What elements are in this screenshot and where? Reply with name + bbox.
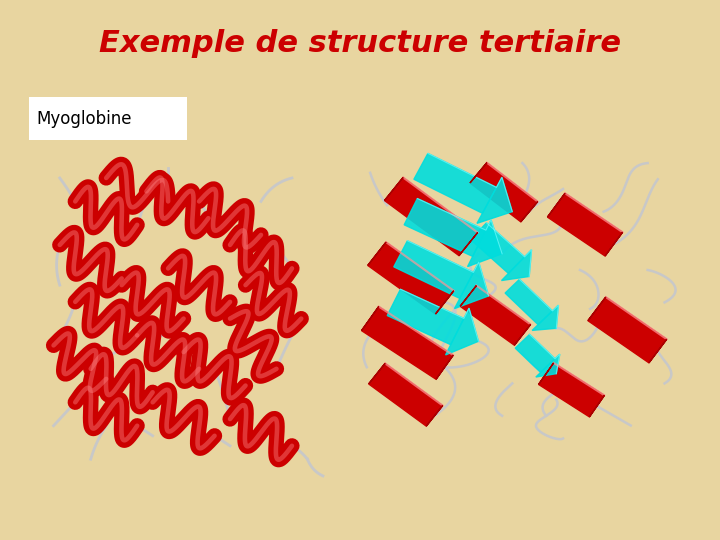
Polygon shape: [436, 291, 454, 314]
Text: Exemple de structure tertiaire: Exemple de structure tertiaire: [99, 29, 621, 58]
Polygon shape: [467, 220, 502, 267]
Polygon shape: [539, 363, 604, 417]
Polygon shape: [460, 286, 477, 306]
Polygon shape: [547, 193, 565, 217]
Polygon shape: [470, 163, 487, 183]
Polygon shape: [590, 395, 604, 417]
Polygon shape: [368, 242, 454, 314]
Polygon shape: [394, 241, 474, 299]
Polygon shape: [547, 193, 623, 256]
Polygon shape: [446, 308, 478, 355]
Polygon shape: [470, 163, 538, 222]
Polygon shape: [369, 363, 385, 384]
Polygon shape: [649, 339, 667, 363]
FancyBboxPatch shape: [29, 97, 187, 140]
Polygon shape: [532, 305, 559, 330]
Polygon shape: [502, 249, 531, 281]
Polygon shape: [369, 363, 443, 426]
Polygon shape: [436, 355, 453, 379]
Polygon shape: [605, 232, 623, 256]
Polygon shape: [414, 153, 497, 213]
Polygon shape: [384, 178, 477, 255]
Polygon shape: [539, 363, 554, 384]
Polygon shape: [368, 242, 386, 266]
Polygon shape: [384, 178, 403, 200]
Polygon shape: [459, 233, 477, 255]
Polygon shape: [404, 199, 486, 256]
Polygon shape: [588, 297, 667, 363]
Polygon shape: [470, 223, 525, 273]
Polygon shape: [521, 201, 538, 222]
Polygon shape: [516, 334, 555, 373]
Polygon shape: [588, 297, 606, 321]
Polygon shape: [361, 307, 453, 379]
Polygon shape: [536, 354, 559, 377]
Text: Myoglobine: Myoglobine: [36, 110, 132, 128]
Polygon shape: [477, 177, 513, 224]
Polygon shape: [460, 286, 531, 345]
Polygon shape: [387, 289, 464, 345]
Polygon shape: [454, 262, 489, 308]
Polygon shape: [514, 325, 531, 345]
Polygon shape: [426, 406, 443, 426]
Polygon shape: [505, 279, 552, 325]
Polygon shape: [361, 307, 379, 330]
